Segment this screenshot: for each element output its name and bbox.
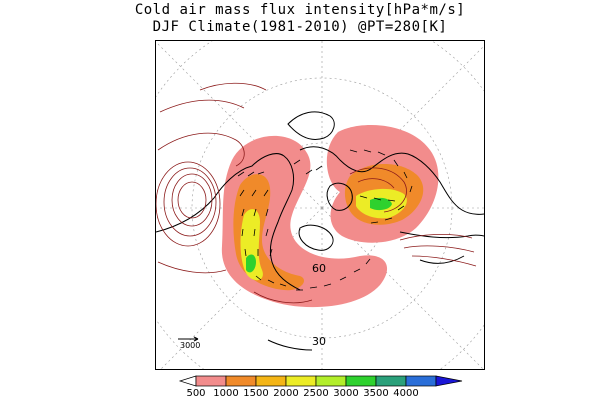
coastlines xyxy=(156,111,484,351)
colorbar-bin-4 xyxy=(285,375,317,387)
colorbar-bin-under xyxy=(178,375,197,387)
colorbar-label-500: 500 xyxy=(186,388,206,399)
map-title-line2: DJF Climate(1981-2010) @PT=280[K] xyxy=(152,19,448,35)
colorbar-label-1500: 1500 xyxy=(243,388,269,399)
map-frame xyxy=(155,40,485,370)
colorbar-label-3500: 3500 xyxy=(363,388,389,399)
colorbar xyxy=(178,375,463,387)
latitude-label-30: 30 xyxy=(312,335,326,348)
flux-vectors xyxy=(237,149,413,291)
flux-green-east xyxy=(370,197,392,211)
colorbar-bin-2 xyxy=(225,375,257,387)
flux-green-west xyxy=(246,254,256,273)
colorbar-bin-3 xyxy=(255,375,287,387)
colorbar-bin-1 xyxy=(195,375,227,387)
colorbar-bin-over xyxy=(435,375,463,387)
colorbar-label-1000: 1000 xyxy=(213,388,239,399)
colorbar-bin-6 xyxy=(345,375,377,387)
flux-contours xyxy=(156,82,477,304)
colorbar-bin-7 xyxy=(375,375,407,387)
colorbar-label-2500: 2500 xyxy=(303,388,329,399)
colorbar-label-4000: 4000 xyxy=(393,388,419,399)
colorbar-label-2000: 2000 xyxy=(273,388,299,399)
map-title-line1: Cold air mass flux intensity[hPa*m/s] xyxy=(134,2,466,18)
colorbar-label-3000: 3000 xyxy=(333,388,359,399)
reference-vector-label: 3000 xyxy=(180,341,200,350)
colorbar-bin-8 xyxy=(405,375,437,387)
latitude-label-60: 60 xyxy=(312,262,326,275)
colorbar-bin-5 xyxy=(315,375,347,387)
reference-vector: 3000 xyxy=(178,336,200,350)
